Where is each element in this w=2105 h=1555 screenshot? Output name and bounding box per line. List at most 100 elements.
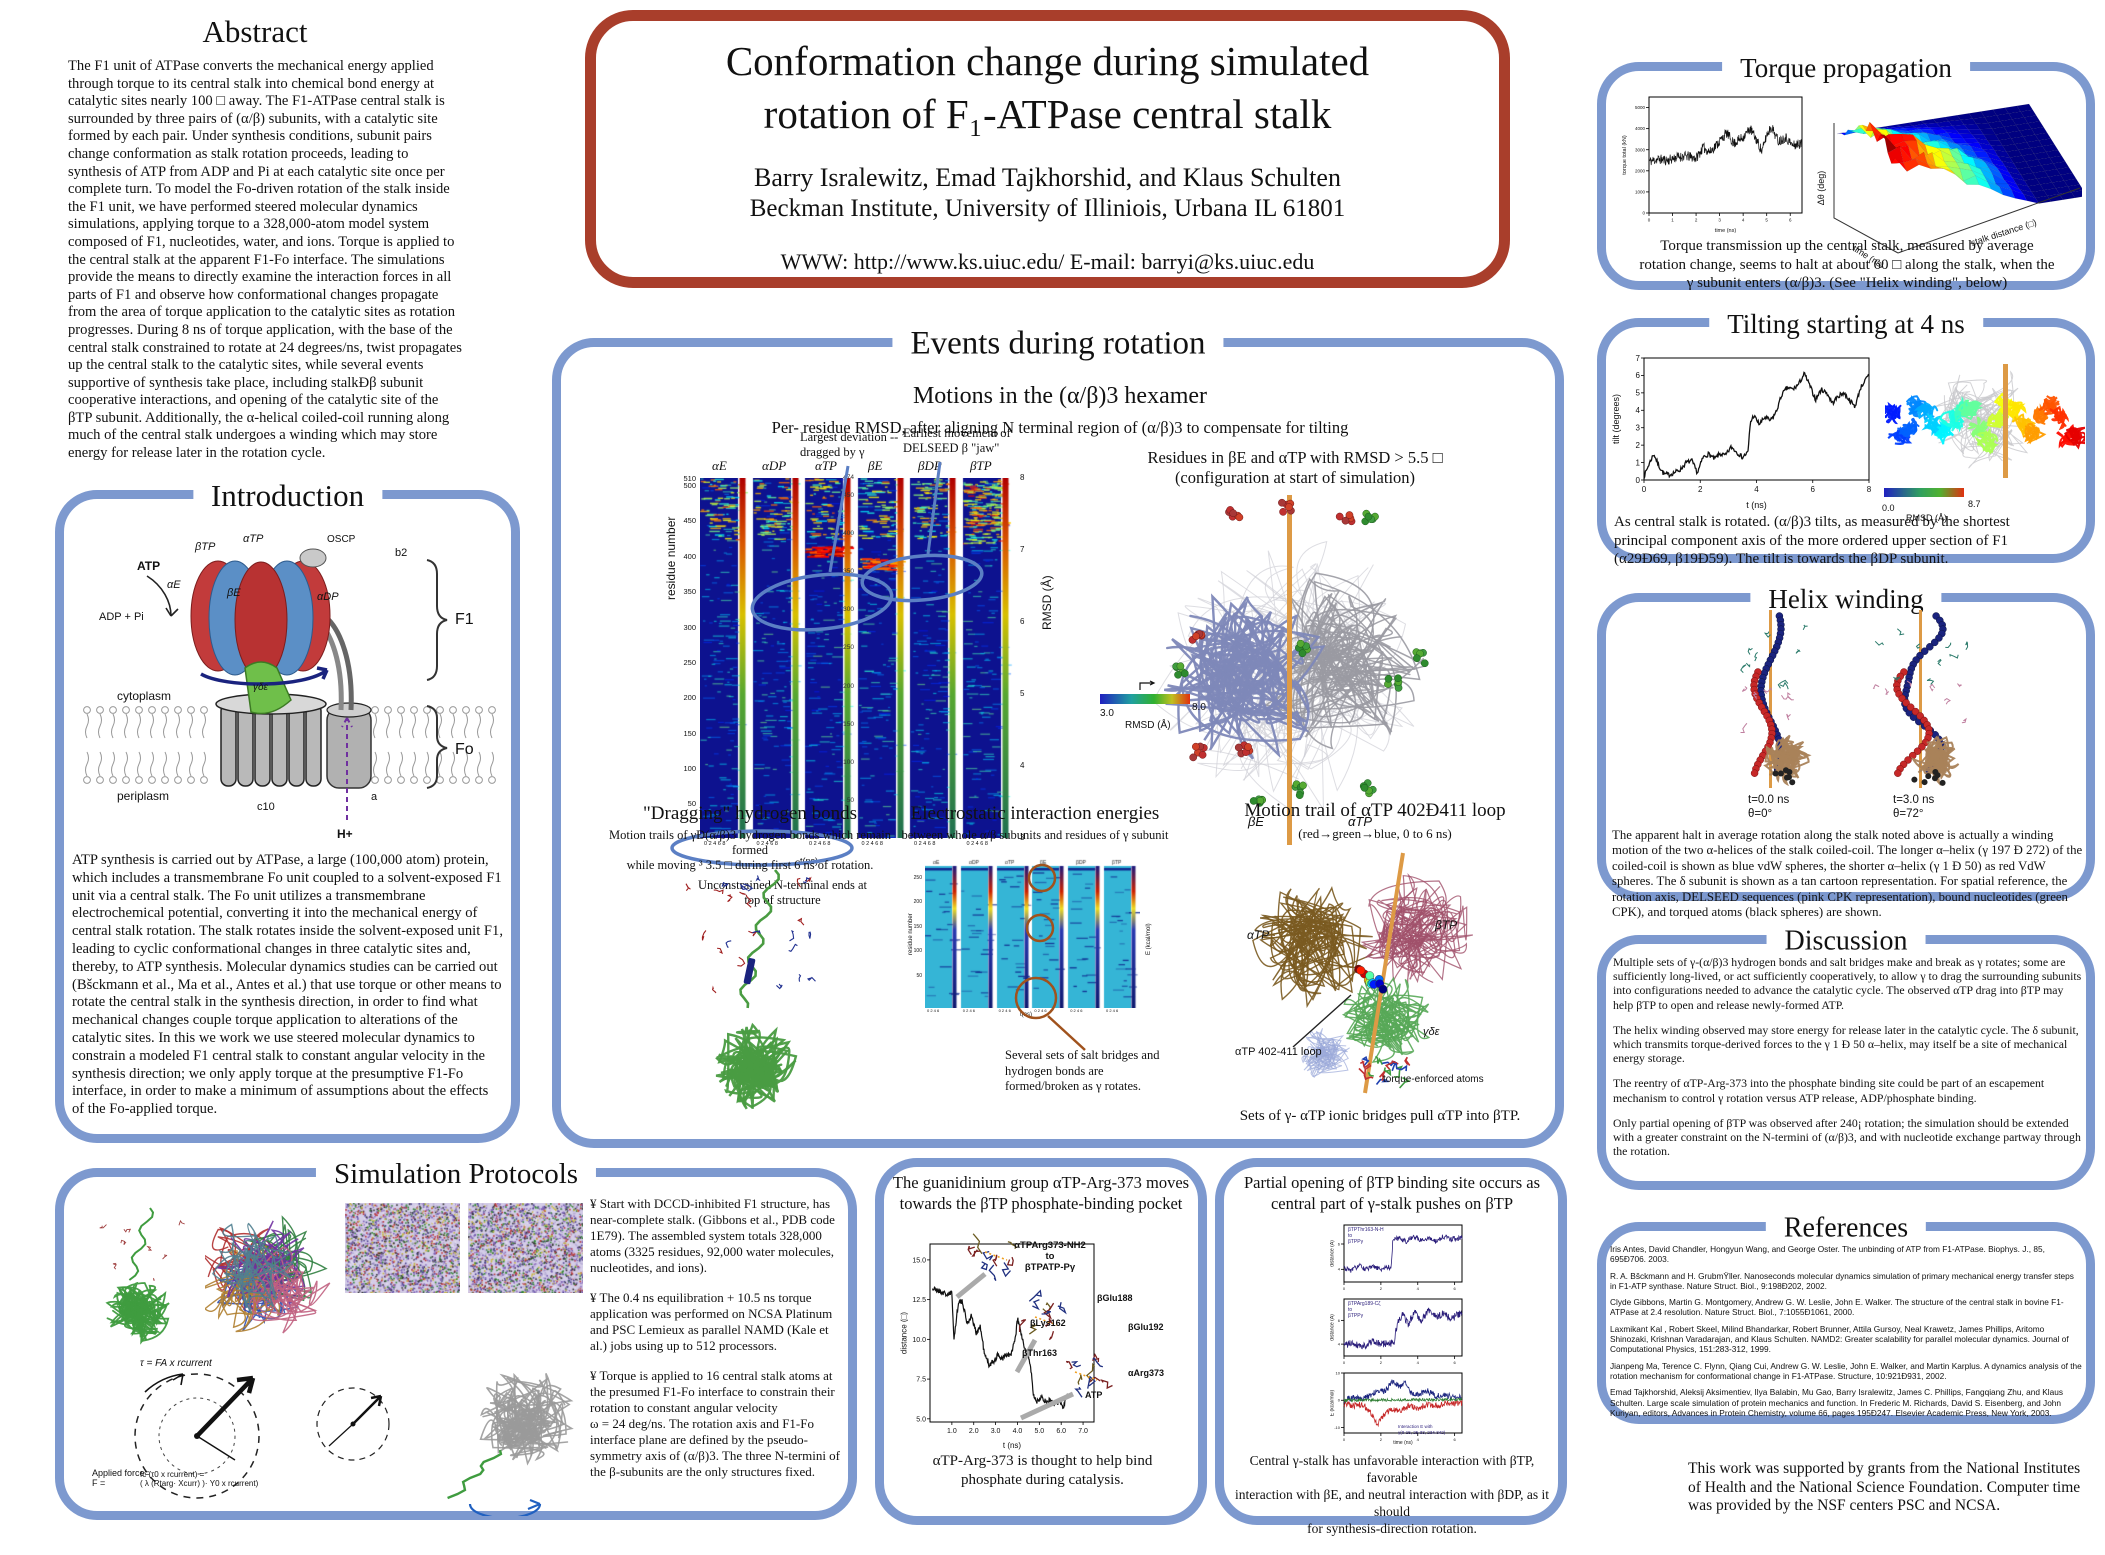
beta-residue-tick: 250 bbox=[843, 644, 854, 651]
reference-item: Clyde Gibbons, Martin G. Montgomery, And… bbox=[1610, 1297, 2064, 1318]
svg-text:3000: 3000 bbox=[1635, 147, 1646, 152]
svg-text:2000: 2000 bbox=[1635, 168, 1646, 173]
solvated-system-snapshot-1 bbox=[345, 1203, 460, 1293]
elec-x-ticks: 0 2 4 6 bbox=[962, 1008, 976, 1013]
svg-text:4: 4 bbox=[1338, 1267, 1341, 1272]
svg-text:ATP: ATP bbox=[137, 559, 160, 573]
colorbar-max: 8.7 bbox=[1968, 499, 1981, 509]
svg-text:4: 4 bbox=[1417, 1360, 1420, 1365]
svg-text:distance (Å): distance (Å) bbox=[1330, 1314, 1336, 1341]
helix-t0-label: t=0.0 ns θ=0° bbox=[1748, 794, 1790, 820]
svg-text:F1: F1 bbox=[455, 611, 474, 628]
chart2-label: βTPArg189-Cζ to βTPPγ bbox=[1348, 1301, 1381, 1319]
abstract-body: The F1 unit of ATPase converts the mecha… bbox=[68, 58, 462, 462]
colorbar-label: RMSD (Å) bbox=[1125, 718, 1171, 731]
colorbar-label: RMSD (Å) bbox=[1906, 513, 1947, 523]
svg-text:γδε: γδε bbox=[253, 682, 269, 693]
svg-text:time (ns): time (ns) bbox=[1715, 228, 1737, 234]
elec-x-ticks: 0 2 4 6 bbox=[1106, 1008, 1119, 1013]
svg-text:t (ns): t (ns) bbox=[1746, 500, 1767, 510]
svg-text:time (ns): time (ns) bbox=[1393, 1440, 1413, 1446]
svg-text:15.0: 15.0 bbox=[912, 1257, 926, 1264]
reference-item: R. A. Bšckmann and H. GrubmŸller. Nanose… bbox=[1610, 1270, 2074, 1291]
svg-text:5000: 5000 bbox=[1635, 105, 1646, 110]
helix-t3-label: t=3.0 ns θ=72° bbox=[1893, 794, 1935, 820]
svg-text:αTP 402-411 loop: αTP 402-411 loop bbox=[1235, 1046, 1322, 1058]
svg-text:torque total (kN): torque total (kN) bbox=[1622, 135, 1628, 175]
discussion-paragraph-3: The reentry of αTP-Arg-373 into the phos… bbox=[1613, 1076, 2045, 1105]
trail-caption: Sets of γ- αTP ionic bridges pull αTP in… bbox=[1239, 1108, 1521, 1124]
label-atp: ATP bbox=[1085, 1390, 1103, 1400]
hexamer-structure-figure: βE αTP bbox=[1152, 495, 1429, 845]
motion-trail-figure: αTP βTP γδε αTP 402-411 loop torque-enforced… bbox=[1235, 852, 1484, 1094]
svg-text:6.0: 6.0 bbox=[1056, 1428, 1066, 1435]
svg-text:βE: βE bbox=[1247, 814, 1264, 829]
colorbar-threshold-arrow bbox=[1139, 680, 1156, 690]
svg-text:H+: H+ bbox=[337, 827, 353, 841]
svg-text:2: 2 bbox=[1636, 441, 1641, 450]
colorbar-gradient bbox=[1884, 488, 1964, 497]
svg-text:tilt (degrees): tilt (degrees) bbox=[1612, 394, 1621, 444]
label-glu188: βGlu188 bbox=[1097, 1293, 1133, 1303]
colorbar-min: 0.0 bbox=[1882, 503, 1895, 513]
svg-text:βTP: βTP bbox=[1434, 918, 1457, 932]
svg-text:1: 1 bbox=[1671, 218, 1674, 223]
elec-x-ticks: 0 2 4 6 bbox=[1070, 1008, 1083, 1013]
svg-text:5: 5 bbox=[1636, 389, 1641, 398]
chart1-label: βTPThr163-N-H to βTPPγ bbox=[1348, 1227, 1384, 1245]
svg-text:2: 2 bbox=[1698, 485, 1703, 494]
svg-text:4.0: 4.0 bbox=[1013, 1428, 1023, 1435]
hexamer-struct-subtitle: (configuration at start of simulation) bbox=[1174, 468, 1416, 487]
svg-text:torque-enforced atoms: torque-enforced atoms bbox=[1383, 1074, 1484, 1085]
discussion-heading: Discussion bbox=[1766, 925, 1926, 958]
introduction-body: ATP synthesis is carried out by ATPase, … bbox=[72, 852, 503, 1118]
svg-text:0: 0 bbox=[1648, 218, 1651, 223]
rmsd-scale-tick: 4 bbox=[1020, 761, 1025, 770]
svg-text:6: 6 bbox=[1789, 218, 1792, 223]
svg-text:4: 4 bbox=[1754, 485, 1759, 494]
poster-contact: WWW: http://www.ks.uiuc.edu/ E-mail: bar… bbox=[780, 249, 1315, 274]
col-label-betaDP: βDP bbox=[918, 458, 942, 473]
elec-x-ticks: 0 2 4 6 bbox=[998, 1008, 1011, 1013]
svg-text:2: 2 bbox=[1695, 218, 1698, 223]
svg-text:6: 6 bbox=[1811, 485, 1816, 494]
alpha-residue-tick: 200 bbox=[683, 693, 696, 702]
svg-text:0: 0 bbox=[1636, 476, 1641, 485]
label-thr163: βThr163 bbox=[1022, 1348, 1058, 1358]
svg-text:1000: 1000 bbox=[1635, 189, 1646, 194]
references-list: Iris Antes, David Chandler, Hongyun Wang… bbox=[1610, 1244, 2082, 1418]
heatmap-x-ticks: 0 2 4 6 8 bbox=[704, 841, 726, 847]
svg-text:3.0: 3.0 bbox=[991, 1428, 1001, 1435]
heatmap-x-ticks: 0 2 4 6 8 bbox=[914, 841, 936, 847]
svg-text:periplasm: periplasm bbox=[117, 789, 169, 803]
constrained-stalk-figure bbox=[447, 1372, 574, 1516]
chart3-label: Interaction E with γ(0-15, 25-33, 234-34… bbox=[1398, 1424, 1446, 1435]
elec-residue-tick: 200 bbox=[913, 899, 922, 905]
svg-text:2.0: 2.0 bbox=[969, 1428, 979, 1435]
svg-text:c10: c10 bbox=[257, 801, 275, 813]
torque-propagation-caption: Torque transmission up the central stalk… bbox=[1639, 238, 2055, 291]
dragging-subtitle: Motion trails of γÐ(α/β)3 hydrogen bonds… bbox=[609, 828, 891, 872]
helix-winding-panel: Helix winding bbox=[1597, 584, 2095, 901]
svg-text:Δθ (deg): Δθ (deg) bbox=[1816, 171, 1826, 206]
helix-t3-figure bbox=[1872, 610, 1969, 788]
elec-residue-tick: 100 bbox=[913, 948, 922, 954]
rotation-surface-plot: Δθ (deg)time (ns)stalk distance (□) bbox=[1816, 103, 2082, 268]
torque-formula-label: τ = FA x rcurrent bbox=[140, 1358, 212, 1369]
svg-text:βTP: βTP bbox=[194, 541, 216, 553]
svg-text:5.0: 5.0 bbox=[916, 1416, 926, 1423]
rmsd-colorbar: 3.0 8.0 RMSD (Å) bbox=[1100, 680, 1206, 731]
svg-text:αTP: αTP bbox=[243, 533, 264, 545]
applied-force-label: Applied force= F = bbox=[92, 1468, 150, 1488]
protocols-bullet-1: ¥ Start with DCCD-inhibited F1 structure… bbox=[590, 1196, 835, 1275]
dragging-title: "Dragging" hydrogen bonds bbox=[643, 803, 857, 824]
beta-residue-tick: 474 bbox=[843, 474, 854, 481]
svg-text:7.0: 7.0 bbox=[1078, 1428, 1088, 1435]
partial-title: Partial opening of βTP binding site occu… bbox=[1243, 1173, 1541, 1213]
helix-winding-heading: Helix winding bbox=[1750, 584, 1942, 616]
annotation-earliest-movement: Earliest movement of DELSEED β "jaw" bbox=[903, 426, 1011, 455]
helix-winding-caption: The apparent halt in average rotation al… bbox=[1612, 828, 2083, 920]
svg-text:10.0: 10.0 bbox=[912, 1337, 926, 1344]
applied-force-formula: fc (τ0 x rcurrent) = ( λ (Rtarg· Xcurr) … bbox=[140, 1470, 259, 1488]
